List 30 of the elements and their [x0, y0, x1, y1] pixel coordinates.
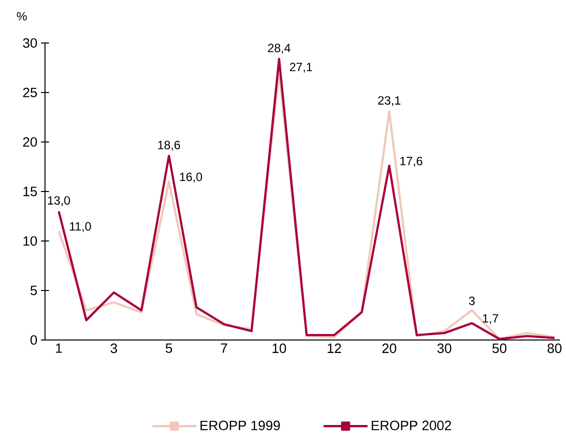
x-tick-label: 3 — [110, 344, 118, 354]
x-tick-label: 5 — [166, 344, 172, 353]
y-tick-label: 0 — [30, 335, 37, 345]
x-tick-label: 10 — [272, 344, 286, 354]
legend-label: EROPP 1999 — [200, 420, 280, 430]
x-tick-label: 80 — [548, 344, 562, 354]
data-label: 3 — [468, 296, 475, 306]
data-label: 18,6 — [158, 140, 180, 151]
data-label: 23,1 — [378, 96, 400, 106]
y-tick-label: 5 — [30, 286, 37, 296]
x-tick-label: 7 — [220, 344, 228, 353]
data-label: 13,0 — [48, 196, 70, 206]
y-axis-title: % — [16, 12, 27, 20]
data-label: 1,7 — [483, 314, 498, 324]
y-tick-label: 15 — [23, 186, 37, 196]
x-tick-label: 1 — [56, 344, 62, 353]
data-label: 27,1 — [290, 62, 312, 73]
data-label: 16,0 — [180, 172, 202, 183]
data-label: 28,4 — [268, 44, 290, 54]
data-label: 17,6 — [400, 156, 422, 167]
y-tick-label: 30 — [22, 38, 37, 48]
legend-label: EROPP 2002 — [372, 420, 452, 430]
y-tick-label: 20 — [23, 137, 37, 147]
data-label: 11,0 — [70, 222, 91, 232]
x-tick-label: 50 — [492, 344, 506, 354]
x-tick-label: 30 — [437, 344, 452, 354]
x-tick-label: 20 — [382, 344, 396, 354]
y-tick-label: 10 — [23, 236, 37, 246]
y-tick-label: 25 — [23, 88, 37, 98]
x-tick-label: 12 — [328, 344, 341, 353]
